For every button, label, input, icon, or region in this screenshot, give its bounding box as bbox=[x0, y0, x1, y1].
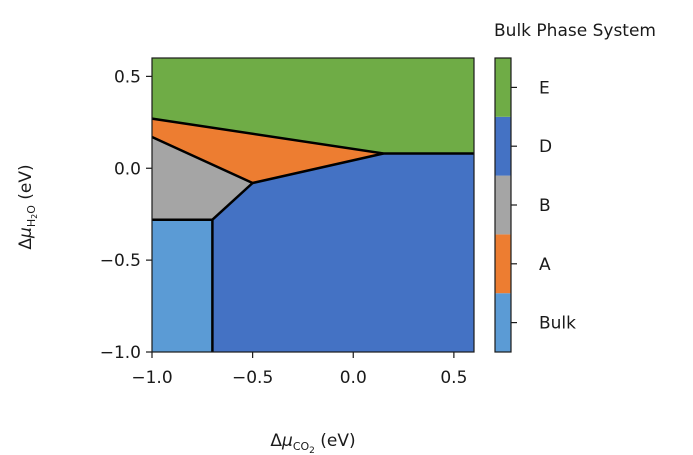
x-tick-label: −1.0 bbox=[131, 368, 172, 388]
y-axis-label: ΔμH2O (eV) bbox=[16, 164, 39, 249]
y-tick-label: 0.5 bbox=[114, 67, 141, 87]
colorbar-segment-e bbox=[495, 58, 511, 117]
y-tick-label: 0.0 bbox=[114, 159, 141, 179]
colorbar-segment-b bbox=[495, 175, 511, 235]
plot-frame bbox=[151, 57, 475, 353]
colorbar-segment-bulk bbox=[495, 293, 511, 352]
colorbar-segment-d bbox=[495, 116, 511, 176]
colorbar-label: B bbox=[539, 196, 551, 216]
colorbar-label: E bbox=[539, 78, 550, 98]
colorbar-title: Bulk Phase System bbox=[494, 21, 656, 41]
y-axis-ticks: −1.0 −0.5 0.0 0.5 bbox=[100, 67, 152, 363]
y-tick-label: −0.5 bbox=[100, 251, 141, 271]
colorbar-segment-a bbox=[495, 234, 511, 294]
x-tick-label: 0.5 bbox=[440, 368, 467, 388]
x-axis-ticks: −1.0 −0.5 0.0 0.5 bbox=[131, 352, 467, 388]
colorbar-label: A bbox=[539, 255, 551, 275]
phase-regions bbox=[151, 57, 475, 353]
phase-boundaries bbox=[151, 117, 474, 352]
colorbar-label: Bulk bbox=[539, 314, 576, 334]
phase-region-bulk bbox=[151, 219, 213, 353]
x-axis-label: ΔμCO2 (eV) bbox=[270, 431, 355, 455]
y-tick-label: −1.0 bbox=[100, 343, 141, 363]
x-tick-label: −0.5 bbox=[232, 368, 273, 388]
colorbar-label: D bbox=[539, 137, 552, 157]
colorbar: Bulk A B D E bbox=[494, 57, 576, 353]
x-tick-label: 0.0 bbox=[340, 368, 367, 388]
